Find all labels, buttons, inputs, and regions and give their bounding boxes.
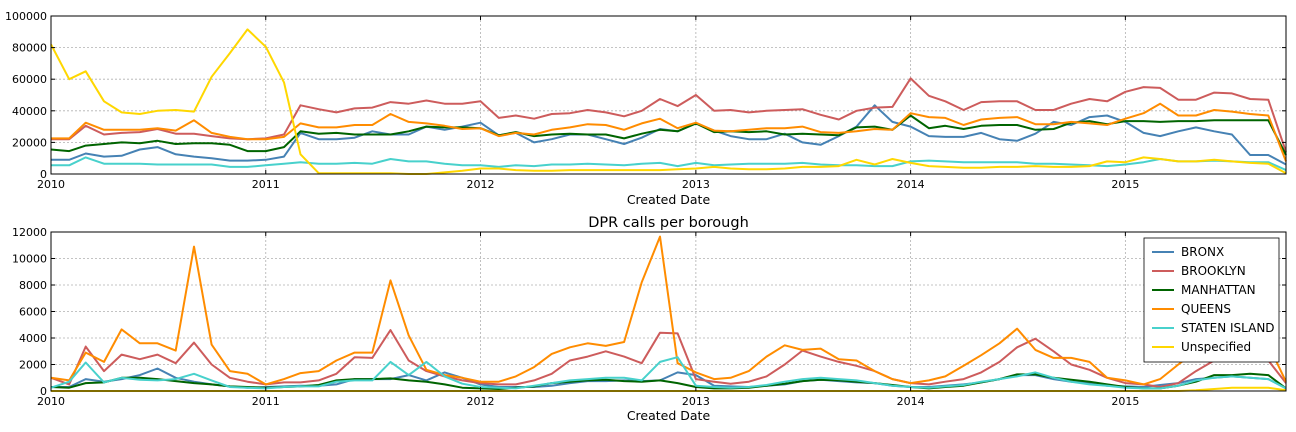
x-tick-label: 2011: [252, 178, 280, 191]
chart-top: 0 20000 40000 60000 80000 100000 2010 2011 2012…: [5, 10, 1287, 207]
y-tick-label: 80000: [12, 42, 47, 55]
y-tick-label: 10000: [12, 253, 47, 266]
x-tick-label: 2013: [682, 395, 710, 408]
x-ticks: 2010 2011 2012 2013 2014 2015: [37, 16, 1139, 191]
series-line-staten-island: [50, 356, 1287, 390]
legend-box: [1143, 237, 1280, 363]
y-tick-label: 8000: [19, 279, 47, 292]
y-ticks: 0 20000 40000 60000 80000 100000: [5, 10, 1286, 181]
x-tick-label: 2015: [1111, 178, 1139, 191]
legend-label-staten-island: STATEN ISLAND: [1181, 321, 1275, 335]
y-tick-label: 40000: [12, 105, 47, 118]
legend-label-unspecified: Unspecified: [1181, 340, 1251, 354]
y-tick-label: 20000: [12, 136, 47, 149]
x-tick-label: 2010: [37, 178, 65, 191]
y-tick-label: 100000: [5, 10, 47, 23]
legend-label-bronx: BRONX: [1181, 245, 1224, 259]
y-tick-label: 6000: [19, 306, 47, 319]
series-line-staten-island: [51, 156, 1287, 172]
x-ticks: 2010 2011 2012 2013 2014 2015: [37, 232, 1139, 408]
grid: [51, 232, 1286, 391]
x-tick-label: 2014: [897, 395, 925, 408]
plot-area: [51, 16, 1286, 174]
chart-title: DPR calls per borough: [588, 215, 749, 231]
y-tick-label: 4000: [19, 332, 47, 345]
x-tick-label: 2013: [682, 178, 710, 191]
series-line-queens: [51, 102, 1287, 162]
plot-frame: [50, 15, 1287, 175]
x-tick-label: 2012: [467, 395, 495, 408]
x-tick-label: 2015: [1111, 395, 1139, 408]
x-tick-label: 2010: [37, 395, 65, 408]
series-line-unspecified: [50, 28, 1287, 175]
y-tick-label: 12000: [12, 226, 47, 239]
series-lines: [50, 28, 1287, 175]
x-axis-label: Created Date: [627, 192, 711, 207]
x-tick-label: 2012: [467, 178, 495, 191]
legend-label-brooklyn: BROOKLYN: [1181, 264, 1246, 278]
legend-label-manhattan: MANHATTAN: [1181, 283, 1256, 297]
y-tick-label: 2000: [19, 359, 47, 372]
y-tick-label: 60000: [12, 73, 47, 86]
y-tick-label: 0: [40, 385, 47, 398]
y-tick-label: 0: [40, 168, 47, 181]
series-line-queens: [50, 235, 1287, 386]
chart-bottom: 0 2000 4000 6000 8000 10000 12000 2010 2011 2012…: [12, 215, 1287, 423]
legend-label-queens: QUEENS: [1181, 302, 1231, 316]
x-tick-label: 2011: [252, 395, 280, 408]
grid: [51, 16, 1286, 174]
legend: BRONX BROOKLYN MANHATTAN QUEENS STATEN ISLAN…: [1143, 237, 1280, 363]
x-axis-label: Created Date: [627, 408, 711, 423]
y-ticks: 0 2000 4000 6000 8000 10000 12000: [12, 226, 1286, 398]
series-line-brooklyn: [50, 329, 1287, 388]
x-tick-label: 2014: [897, 178, 925, 191]
